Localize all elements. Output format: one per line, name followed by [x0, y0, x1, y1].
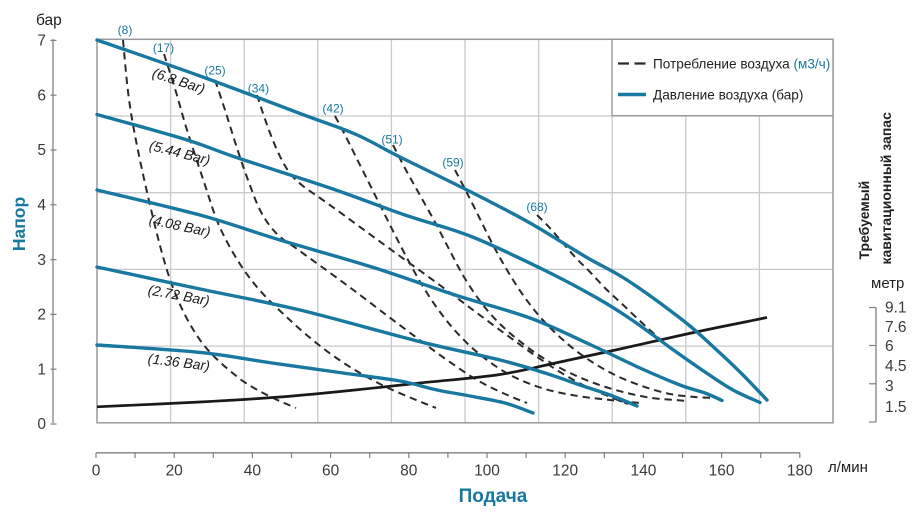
svg-text:6: 6 — [885, 338, 894, 355]
svg-text:Потребление воздуха (м3/ч): Потребление воздуха (м3/ч) — [653, 57, 830, 72]
svg-text:180: 180 — [787, 463, 813, 480]
svg-text:80: 80 — [400, 463, 418, 480]
svg-text:5: 5 — [37, 142, 46, 159]
svg-text:Требуемый: Требуемый — [856, 181, 872, 260]
svg-text:4: 4 — [37, 197, 46, 214]
svg-text:кавитационный запас: кавитационный запас — [878, 112, 894, 265]
svg-text:0: 0 — [92, 463, 101, 480]
svg-text:7.6: 7.6 — [885, 319, 907, 336]
svg-text:1: 1 — [37, 361, 46, 378]
svg-text:(42): (42) — [322, 102, 343, 116]
svg-text:2: 2 — [37, 307, 46, 324]
svg-text:140: 140 — [630, 463, 656, 480]
svg-text:0: 0 — [37, 416, 46, 433]
svg-text:(1.36 Bar): (1.36 Bar) — [147, 350, 211, 373]
svg-text:(17): (17) — [153, 41, 174, 55]
svg-text:1.5: 1.5 — [885, 399, 907, 416]
svg-text:(34): (34) — [248, 82, 269, 96]
svg-text:Давление воздуха (бар): Давление воздуха (бар) — [653, 88, 803, 103]
svg-text:4.5: 4.5 — [885, 358, 907, 375]
svg-text:100: 100 — [474, 463, 500, 480]
svg-text:Подача: Подача — [459, 486, 528, 507]
svg-text:бар: бар — [36, 12, 62, 29]
svg-text:60: 60 — [322, 463, 340, 480]
svg-text:160: 160 — [709, 463, 735, 480]
svg-text:(8): (8) — [118, 23, 133, 37]
svg-text:3: 3 — [885, 378, 894, 395]
svg-text:л/мин: л/мин — [828, 459, 868, 476]
svg-text:3: 3 — [37, 252, 46, 269]
svg-text:(51): (51) — [381, 133, 402, 147]
svg-text:(25): (25) — [204, 64, 225, 78]
svg-text:метр: метр — [871, 275, 904, 292]
svg-text:120: 120 — [552, 463, 578, 480]
svg-text:20: 20 — [166, 463, 184, 480]
svg-text:Напор: Напор — [9, 197, 29, 251]
svg-text:9.1: 9.1 — [885, 300, 907, 317]
svg-text:7: 7 — [37, 33, 46, 50]
svg-text:6: 6 — [37, 87, 46, 104]
svg-text:(68): (68) — [526, 200, 547, 214]
svg-text:40: 40 — [244, 463, 262, 480]
svg-text:(59): (59) — [442, 156, 463, 170]
